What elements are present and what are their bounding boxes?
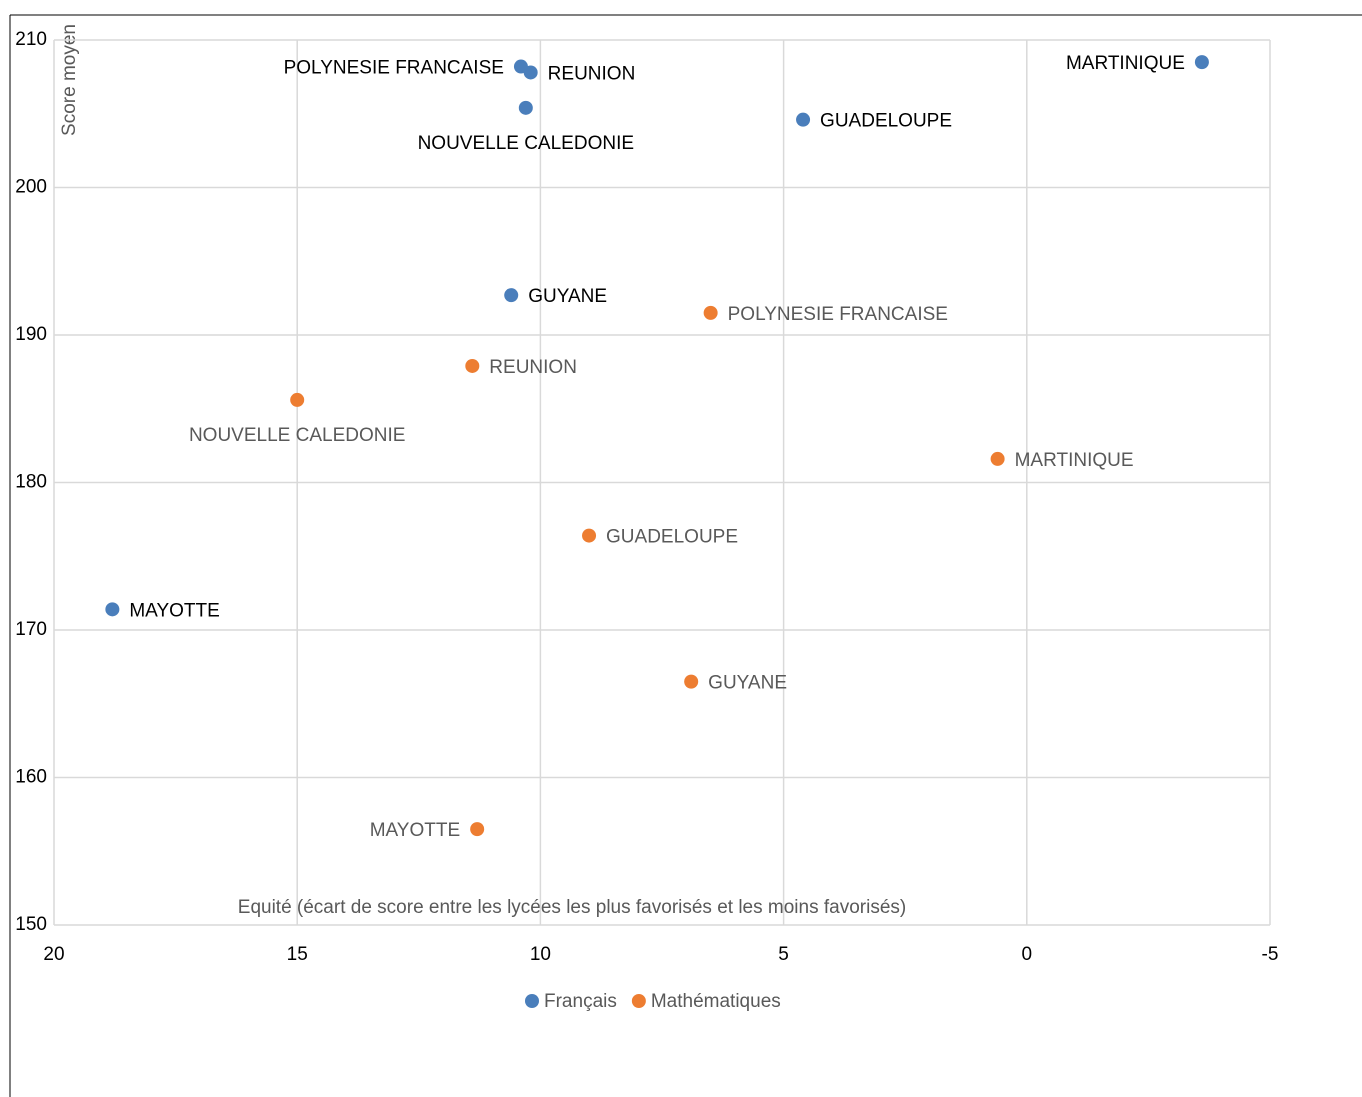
x-tick-label: -5 [1262,944,1279,965]
point [582,528,597,543]
point [796,112,811,127]
point-label: POLYNESIE FRANCAISE [284,58,504,79]
point [504,288,519,303]
y-tick-label: 210 [15,29,47,50]
point-label: NOUVELLE CALEDONIE [418,133,634,154]
point-label: REUNION [548,63,636,84]
y-tick-label: 190 [15,324,47,345]
point [523,65,538,80]
point [290,392,305,407]
y-tick-label: 160 [15,767,47,788]
point-label: NOUVELLE CALEDONIE [189,425,405,446]
point-label: MAYOTTE [129,600,219,621]
point-label: GUYANE [528,286,607,307]
legend-marker [525,994,539,1008]
legend-label: Français [544,991,617,1012]
point-label: GUADELOUPE [820,111,952,132]
point [1194,55,1209,70]
point-label: MARTINIQUE [1015,450,1134,471]
x-tick-label: 20 [43,944,64,965]
x-axis-title: Equité (écart de score entre les lycées … [238,897,906,918]
point [684,674,699,689]
x-tick-label: 10 [530,944,551,965]
point [990,451,1005,466]
point-label: GUADELOUPE [606,527,738,548]
legend-marker [631,994,646,1008]
x-tick-label: 5 [778,944,789,965]
point-label: MARTINIQUE [1066,53,1185,74]
y-tick-label: 180 [15,472,47,493]
point-label: GUYANE [708,673,787,694]
y-tick-label: 170 [15,619,47,640]
y-tick-label: 150 [15,914,47,935]
point-label: REUNION [489,357,577,378]
point-label: POLYNESIE FRANCAISE [728,304,948,325]
point [470,822,485,837]
point [703,305,718,320]
point [518,100,533,115]
y-tick-label: 200 [15,177,47,198]
point-label: MAYOTTE [370,820,460,841]
point [465,358,480,373]
y-axis-title: Score moyen [59,24,80,136]
point [105,602,120,617]
x-tick-label: 15 [287,944,308,965]
x-tick-label: 0 [1022,944,1033,965]
legend-label: Mathématiques [651,991,781,1012]
